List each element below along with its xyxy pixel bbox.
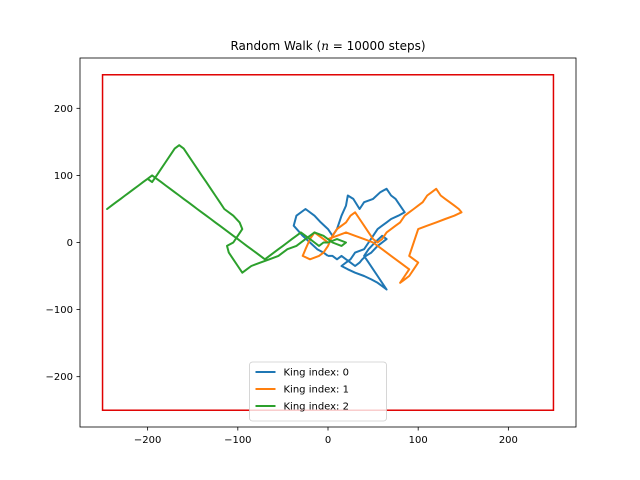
chart-title: Random Walk (n = 10000 steps) <box>230 39 425 53</box>
legend-label-0: King index: 0 <box>284 368 349 379</box>
plot-area: −200 −100 0 100 200 −200 −100 0 100 200 <box>46 57 577 446</box>
x-tick-label: −100 <box>224 435 251 446</box>
series-layer <box>106 144 463 291</box>
legend-label-2: King index: 2 <box>284 402 349 413</box>
x-tick-label: −200 <box>134 435 161 446</box>
chart-title-math-var: n <box>321 39 329 53</box>
y-tick-label: 200 <box>54 104 73 115</box>
legend-box <box>249 361 387 422</box>
chart-title-prefix: Random Walk ( <box>230 39 321 53</box>
series-line-0 <box>292 187 406 291</box>
x-tick-label: 200 <box>499 435 518 446</box>
chart-title-suffix: steps) <box>385 39 426 53</box>
series-line-2 <box>106 144 347 274</box>
y-tick-label: 0 <box>67 238 73 249</box>
y-axis-ticks: −200 −100 0 100 200 <box>46 104 80 383</box>
y-tick-label: 100 <box>54 171 73 182</box>
x-tick-label: 100 <box>409 435 428 446</box>
x-axis-ticks: −200 −100 0 100 200 <box>134 427 518 446</box>
y-tick-label: −100 <box>46 305 73 316</box>
chart-title-math-rest: = 10000 <box>329 39 385 53</box>
legend: King index: 0 King index: 1 King index: 2 <box>249 361 387 422</box>
y-tick-label: −200 <box>46 372 73 383</box>
x-tick-label: 0 <box>325 435 331 446</box>
legend-label-1: King index: 1 <box>284 385 349 396</box>
